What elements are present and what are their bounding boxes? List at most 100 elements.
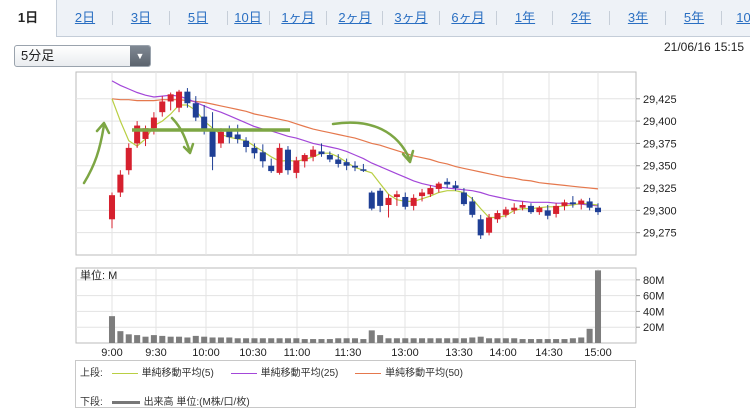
volume-bar [134, 335, 141, 343]
interval-select-value: 5分足 [21, 48, 55, 63]
tab-separator [552, 11, 553, 25]
legend-volume: 出来高 単位:(M株/口/枚) [143, 397, 250, 408]
candle-body [502, 209, 509, 215]
tab-1[interactable]: 1日 [0, 0, 57, 37]
candle-body [553, 205, 560, 214]
volume-bar [284, 338, 291, 343]
candle-body [561, 202, 568, 206]
time-tick-label: 13:30 [445, 347, 473, 359]
volume-bar [402, 338, 409, 343]
time-tick-label: 13:00 [391, 347, 419, 359]
candle-body [368, 192, 375, 209]
volume-bar [326, 339, 333, 343]
candle-body [310, 149, 317, 157]
candle-body [125, 147, 132, 171]
legend-ma50: 単純移動平均(50) [385, 368, 463, 379]
tab-10[interactable]: 1年 [514, 10, 536, 25]
volume-bar [201, 336, 208, 343]
tab-8[interactable]: 3ヶ月 [394, 10, 428, 25]
volume-bar [176, 336, 183, 343]
volume-bar [276, 338, 283, 343]
candle-body [108, 195, 116, 220]
volume-bar [243, 338, 250, 343]
candle-body [427, 188, 434, 195]
price-tick-label: 29,275 [643, 228, 677, 240]
candle-body [377, 190, 384, 206]
candle-body [578, 200, 585, 205]
volume-bar [469, 337, 476, 343]
volume-bar [360, 339, 367, 343]
volume-tick-label: 20M [643, 322, 664, 334]
ma50-swatch [355, 372, 382, 374]
volume-bar [377, 335, 384, 343]
candle-body [243, 140, 250, 147]
time-tick-label: 9:30 [145, 347, 166, 359]
volume-bar [544, 339, 551, 343]
volume-tick-label: 60M [643, 291, 664, 303]
tab-4[interactable]: 5日 [187, 10, 209, 25]
tab-9[interactable]: 6ヶ月 [451, 10, 485, 25]
volume-bar [108, 316, 116, 343]
tab-7[interactable]: 2ヶ月 [338, 10, 372, 25]
candle-body [268, 165, 275, 172]
volume-bar [318, 339, 325, 343]
tab-13[interactable]: 5年 [683, 10, 705, 25]
volume-bar [435, 338, 442, 343]
arrow-down-icon [331, 121, 412, 162]
volume-bar [226, 337, 233, 343]
interval-select[interactable]: 5分足 ▼ [14, 45, 151, 67]
tab-separator [169, 11, 170, 25]
candle-body [234, 134, 241, 139]
volume-bar [494, 338, 501, 343]
price-tick-label: 29,425 [643, 94, 677, 106]
tab-separator [227, 11, 228, 25]
candle-body [117, 174, 124, 193]
ma5-swatch [111, 372, 138, 374]
price-tick-label: 29,325 [643, 183, 677, 195]
tab-14[interactable]: 10年 [736, 10, 750, 25]
candle-body [192, 103, 199, 118]
volume-bar [594, 270, 602, 343]
price-tick-label: 29,375 [643, 138, 677, 150]
tab-11[interactable]: 2年 [570, 10, 592, 25]
volume-bar [184, 337, 191, 343]
ma25-swatch [230, 372, 257, 374]
tab-12[interactable]: 3年 [627, 10, 649, 25]
time-tick-label: 11:30 [335, 347, 362, 359]
arrow-down-head [401, 149, 415, 164]
tab-3[interactable]: 3日 [130, 10, 152, 25]
volume-bar [192, 335, 199, 343]
time-tick-label: 14:30 [535, 347, 563, 359]
price-tick-label: 29,350 [643, 161, 677, 173]
candle-body [142, 128, 149, 139]
candle-body [402, 196, 409, 207]
candle-body [217, 131, 224, 144]
tab-separator [721, 11, 722, 25]
candle-body [226, 130, 233, 138]
tab-6[interactable]: 1ヶ月 [281, 10, 315, 25]
price-panel [75, 71, 637, 256]
period-tab-bar: 1日 2日 3日 5日 10日 1ヶ月 2ヶ月 3ヶ月 6ヶ月 1年 2年 3年 5年 10年 [0, 0, 750, 37]
volume-bar [268, 338, 275, 343]
candle-body [167, 94, 174, 102]
volume-bar [335, 338, 342, 343]
volume-bar [561, 339, 568, 343]
candle-body [293, 160, 300, 173]
tab-2[interactable]: 2日 [74, 10, 96, 25]
candle-body [284, 149, 291, 171]
volume-panel [75, 267, 637, 344]
legend-upper-label: 上段: [80, 368, 103, 379]
volume-bar [142, 336, 149, 343]
volume-bar [301, 339, 308, 343]
volume-bar [343, 338, 350, 343]
candle-body [301, 155, 308, 162]
legend-ma25: 単純移動平均(25) [260, 368, 339, 379]
candle-body [385, 197, 392, 206]
volume-bar [125, 334, 132, 343]
tab-5[interactable]: 10日 [234, 10, 262, 25]
candle-body [586, 201, 593, 208]
volume-bar [293, 338, 300, 343]
volume-bar [527, 339, 534, 343]
candle-body [544, 210, 551, 216]
volume-bar [511, 338, 518, 343]
